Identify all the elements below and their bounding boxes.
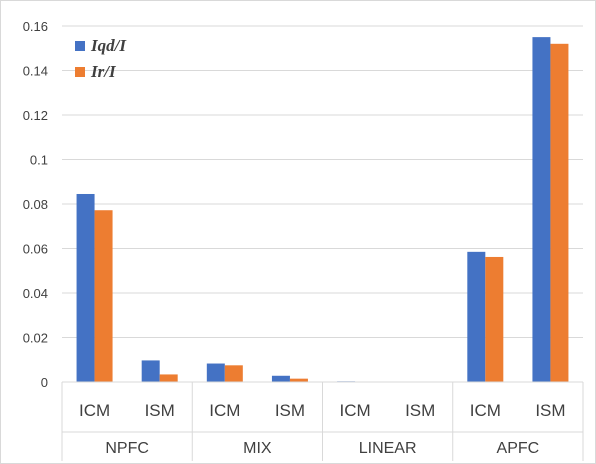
bar-iqdi bbox=[271, 375, 290, 382]
bar-iqdi bbox=[76, 193, 95, 382]
bar-iri bbox=[550, 43, 569, 383]
bar-iri bbox=[485, 256, 504, 382]
legend-label: Iqd/I bbox=[90, 36, 127, 55]
axes: 0 0.02 0.04 0.06 0.08 0.1 0.12 0.14 0.16 ICM ISM IC… bbox=[23, 19, 584, 461]
y-tick-label: 0.02 bbox=[23, 331, 48, 346]
bar-iqdi bbox=[141, 360, 160, 382]
legend-swatch bbox=[75, 67, 85, 77]
x-tick-label: ICM bbox=[209, 401, 240, 420]
y-tick-label: 0.16 bbox=[23, 19, 48, 34]
bar-iqdi bbox=[467, 251, 486, 382]
legend-swatch bbox=[75, 41, 85, 51]
x-tick-label: ICM bbox=[339, 401, 370, 420]
y-tick-label: 0 bbox=[41, 375, 48, 390]
group-label: NPFC bbox=[105, 440, 149, 457]
x-tick-label: ISM bbox=[535, 401, 565, 420]
y-tick-label: 0.1 bbox=[30, 153, 48, 168]
x-tick-label: ICM bbox=[79, 401, 110, 420]
bars bbox=[76, 37, 569, 383]
bar-iri bbox=[289, 378, 308, 382]
bar-iri bbox=[94, 210, 113, 382]
bar-iqdi bbox=[206, 363, 225, 382]
group-label: LINEAR bbox=[359, 440, 417, 457]
x-tick-label: ICM bbox=[470, 401, 501, 420]
x-tick-label: ISM bbox=[275, 401, 305, 420]
bar-iqdi bbox=[532, 37, 551, 382]
gridlines bbox=[62, 25, 583, 338]
group-label: MIX bbox=[243, 440, 272, 457]
x-tick-label: ISM bbox=[145, 401, 175, 420]
y-tick-label: 0.04 bbox=[23, 286, 48, 301]
y-tick-label: 0.12 bbox=[23, 108, 48, 123]
group-label: APFC bbox=[497, 440, 540, 457]
legend-label: Ir/I bbox=[90, 62, 117, 81]
legend: Iqd/I Ir/I bbox=[75, 36, 127, 81]
bar-iri bbox=[159, 374, 178, 382]
bar-iri bbox=[224, 365, 243, 382]
y-tick-label: 0.08 bbox=[23, 197, 48, 212]
y-tick-label: 0.14 bbox=[23, 64, 48, 79]
x-tick-label: ISM bbox=[405, 401, 435, 420]
y-tick-label: 0.06 bbox=[23, 242, 48, 257]
